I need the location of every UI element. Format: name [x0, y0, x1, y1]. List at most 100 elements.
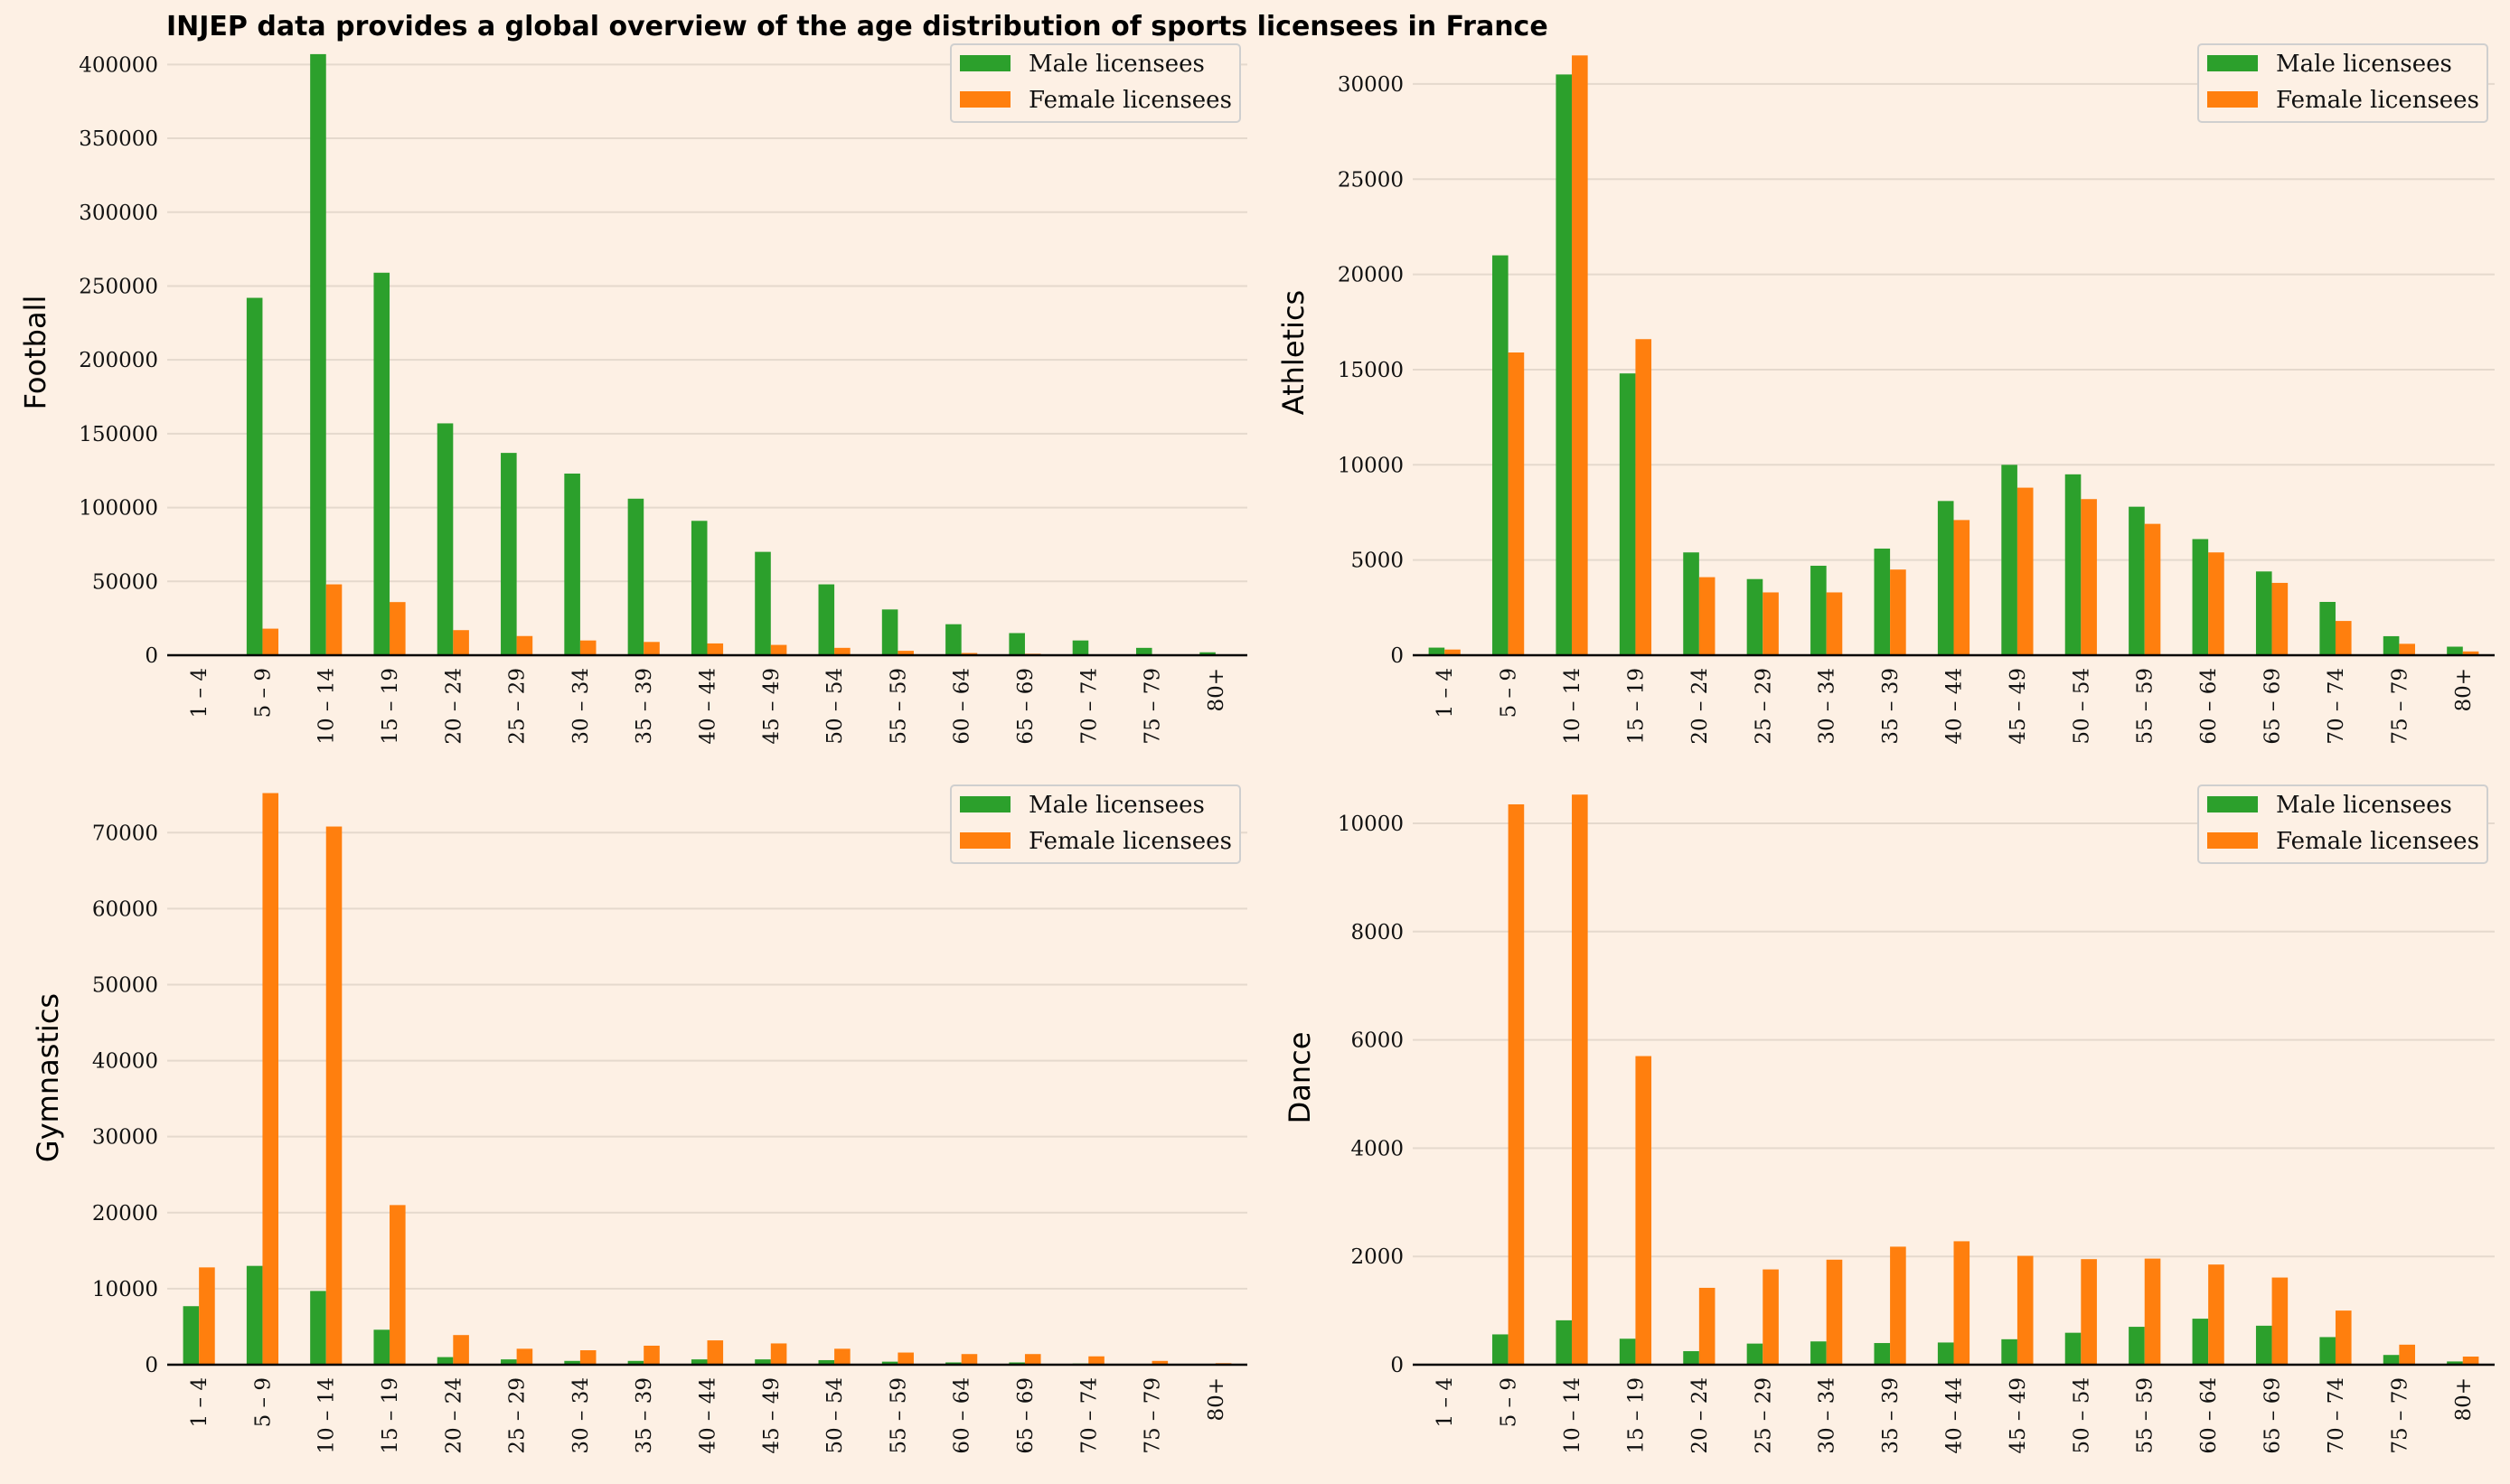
male-bar — [1746, 1343, 1763, 1365]
x-tick-label: 25 – 29 — [506, 668, 530, 745]
x-tick-label: 45 – 49 — [2007, 668, 2030, 745]
x-tick-label: 5 – 9 — [251, 668, 275, 718]
y-axis-label: Gymnastics — [31, 993, 65, 1162]
y-tick-label: 100000 — [79, 497, 158, 521]
male-bar — [1556, 1320, 1573, 1365]
female-bar — [1890, 569, 1906, 655]
y-tick-label: 60000 — [92, 897, 158, 921]
female-bar — [2462, 651, 2479, 655]
female-bar — [2271, 582, 2289, 655]
male-bar — [2192, 539, 2209, 655]
female-bar — [1152, 1360, 1169, 1365]
male-bar — [2192, 1319, 2209, 1365]
legend-label: Female licensees — [1029, 828, 1232, 855]
female-bar — [834, 1348, 851, 1365]
male-bar — [2319, 602, 2336, 655]
legend-label: Male licensees — [2276, 792, 2452, 819]
male-bar — [1199, 652, 1216, 655]
female-bar — [707, 1340, 724, 1365]
male-bar — [2129, 506, 2145, 655]
female-bar — [707, 643, 724, 655]
y-axis-label: Athletics — [1276, 290, 1311, 415]
y-tick-label: 4000 — [1350, 1137, 1404, 1160]
male-bar — [1810, 1341, 1827, 1365]
x-tick-label: 65 – 69 — [2261, 668, 2285, 745]
female-legend-swatch — [960, 832, 1011, 849]
legend-label: Female licensees — [1029, 87, 1232, 114]
male-bar — [2001, 1338, 2017, 1365]
male-bar — [818, 584, 835, 655]
legend-label: Male licensees — [2276, 51, 2452, 78]
male-bar — [2255, 571, 2272, 655]
chart-panel-dance: 0 2000 4000 6000 8000 10000 1 – 4 5 – 9 10 – 14 1… — [1283, 784, 2495, 1454]
female-bar — [2081, 499, 2097, 655]
female-bar — [390, 602, 406, 655]
y-axis-label: Football — [18, 296, 52, 410]
female-bar — [516, 1348, 533, 1365]
female-bar — [1444, 649, 1461, 655]
x-tick-label: 50 – 54 — [2070, 1377, 2093, 1454]
y-tick-label: 10000 — [92, 1278, 158, 1301]
x-tick-label: 45 – 49 — [760, 668, 784, 745]
male-bar — [2319, 1337, 2336, 1365]
y-tick-label: 350000 — [79, 127, 158, 151]
male-bar — [564, 1360, 580, 1365]
x-tick-label: 65 – 69 — [1014, 1377, 1038, 1454]
female-bar — [2462, 1357, 2479, 1365]
x-tick-label: 60 – 64 — [2197, 1377, 2221, 1454]
chart-panel-gymnastics: 0 10000 20000 30000 40000 50000 60000 70000 1 – … — [31, 784, 1247, 1454]
male-bar — [2447, 1361, 2463, 1365]
male-bar — [818, 1359, 835, 1365]
y-tick-label: 50000 — [92, 973, 158, 997]
female-legend-swatch — [2207, 832, 2258, 849]
x-tick-label: 50 – 54 — [2070, 668, 2093, 745]
female-bar — [262, 628, 279, 655]
female-bar — [770, 1343, 787, 1365]
female-bar — [2335, 1310, 2352, 1365]
male-bar — [1619, 1338, 1636, 1365]
male-bar — [310, 1291, 326, 1365]
male-legend-swatch — [960, 55, 1011, 71]
x-tick-label: 1 – 4 — [1434, 668, 1457, 718]
y-tick-label: 300000 — [79, 202, 158, 225]
male-bar — [2129, 1327, 2145, 1365]
x-tick-label: 40 – 44 — [1943, 1377, 1967, 1454]
male-bar — [1937, 1342, 1954, 1365]
x-tick-label: 65 – 69 — [1014, 668, 1038, 745]
female-bar — [1890, 1246, 1906, 1365]
female-bar — [1953, 1241, 1970, 1365]
female-bar — [325, 826, 343, 1365]
female-bar — [644, 642, 660, 655]
y-tick-label: 0 — [145, 644, 158, 668]
female-bar — [2144, 523, 2161, 655]
female-bar — [898, 1352, 914, 1365]
x-tick-label: 40 – 44 — [697, 1377, 720, 1454]
female-bar — [1572, 55, 1588, 656]
x-tick-label: 45 – 49 — [2007, 1377, 2030, 1454]
female-bar — [1635, 339, 1652, 655]
y-tick-label: 400000 — [79, 53, 158, 77]
x-tick-label: 60 – 64 — [951, 1377, 974, 1454]
male-bar — [1810, 565, 1827, 655]
male-bar — [1556, 74, 1573, 655]
female-bar — [770, 644, 787, 655]
x-tick-label: 15 – 19 — [1624, 668, 1648, 745]
x-tick-label: 70 – 74 — [2325, 1377, 2348, 1454]
female-bar — [325, 584, 343, 655]
male-bar — [2064, 1332, 2082, 1365]
x-tick-label: 10 – 14 — [315, 1377, 339, 1454]
male-bar — [1428, 647, 1445, 655]
y-tick-label: 150000 — [79, 423, 158, 446]
y-tick-label: 70000 — [92, 822, 158, 845]
male-bar — [691, 521, 708, 655]
x-tick-label: 10 – 14 — [315, 668, 339, 745]
female-bar — [453, 1335, 469, 1365]
female-bar — [262, 793, 279, 1365]
y-tick-label: 25000 — [1338, 168, 1404, 192]
y-tick-label: 20000 — [92, 1202, 158, 1226]
male-bar — [1874, 549, 1891, 655]
legend-box — [2197, 784, 2488, 864]
female-bar — [2399, 643, 2415, 655]
female-bar — [579, 640, 597, 655]
male-bar — [627, 498, 644, 655]
